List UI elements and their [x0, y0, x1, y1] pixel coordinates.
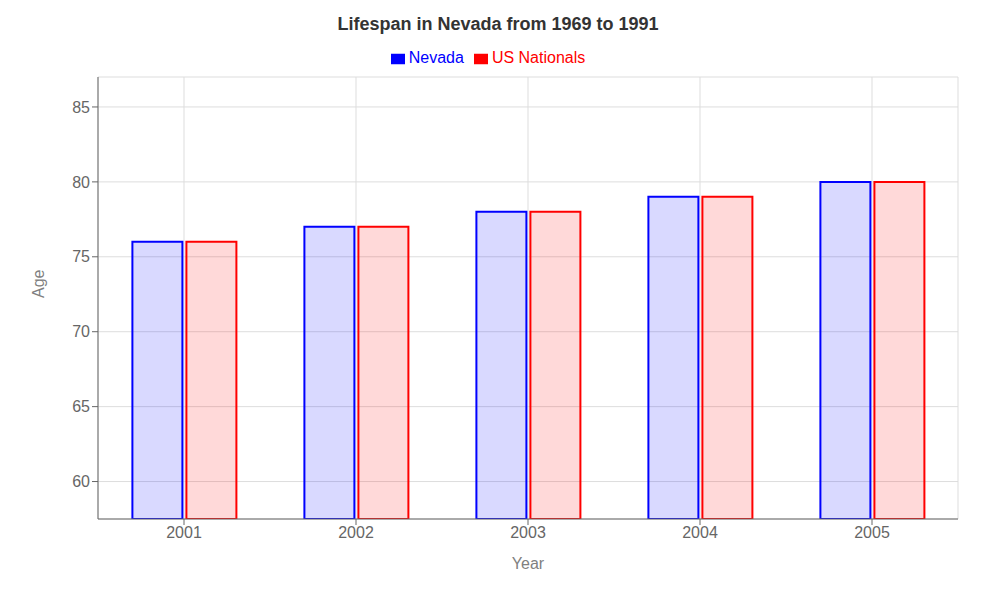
svg-text:2003: 2003 [510, 524, 546, 541]
svg-text:60: 60 [72, 473, 90, 490]
svg-text:80: 80 [72, 174, 90, 191]
svg-text:2004: 2004 [682, 524, 718, 541]
svg-text:2001: 2001 [166, 524, 202, 541]
svg-text:85: 85 [72, 99, 90, 116]
html-text:Nevada: Nevada [408, 49, 464, 66]
svg-text:75: 75 [72, 248, 90, 265]
html-text:US Nationals: US Nationals [491, 49, 586, 66]
svg-text:70: 70 [72, 323, 90, 340]
svg-text:Age: Age [30, 269, 47, 298]
html-text:Lifespan in Nevada from 1969 t: Lifespan in Nevada from 1969 to 1991 [337, 14, 659, 34]
svg-text:2002: 2002 [338, 524, 374, 541]
svg-text:65: 65 [72, 398, 90, 415]
svg-text:2005: 2005 [854, 524, 890, 541]
svg-text:Year: Year [512, 555, 545, 572]
